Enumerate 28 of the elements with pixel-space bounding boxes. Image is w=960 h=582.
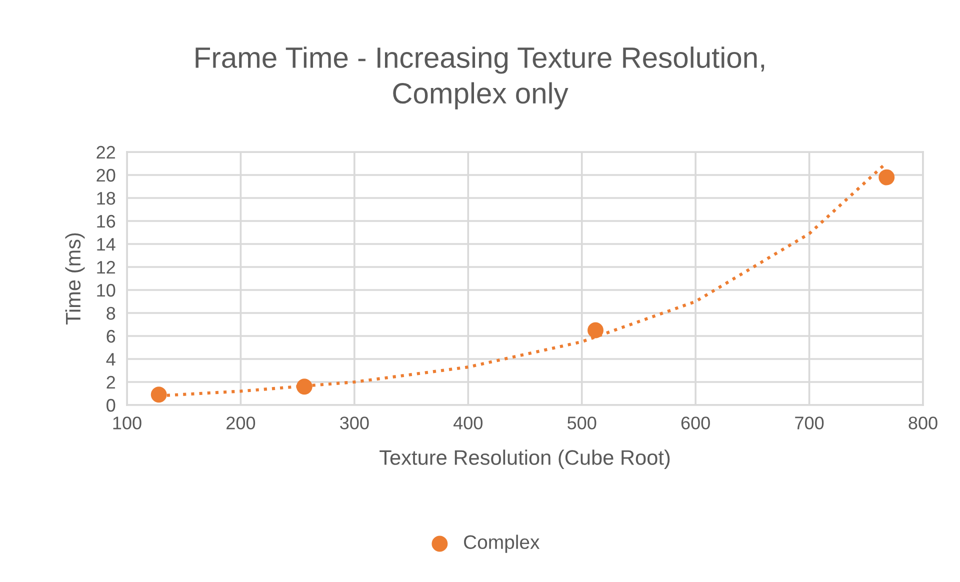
- x-tick-label: 400: [453, 416, 482, 430]
- legend-label: Complex: [464, 534, 540, 553]
- y-tick-label: 20: [96, 168, 116, 182]
- y-tick-label: 0: [106, 398, 116, 412]
- point: [150, 386, 167, 403]
- y-tick-label: 2: [106, 376, 115, 389]
- y-tick-label: 6: [106, 330, 116, 343]
- x-tick-label: 700: [795, 416, 824, 430]
- y-tick-label: 16: [97, 214, 116, 228]
- y-tick-label: 8: [106, 306, 116, 320]
- y-tick-label: 4: [106, 353, 116, 366]
- y-tick-label: 22: [96, 146, 115, 159]
- x-tick-label: 100: [113, 416, 142, 430]
- point: [878, 169, 895, 186]
- x-tick-label: 500: [568, 416, 596, 430]
- x-axis-title: Texture Resolution (Cube Root): [380, 450, 670, 470]
- point: [296, 378, 312, 395]
- y-tick-label: 12: [97, 260, 115, 274]
- y-tick-label: 18: [97, 192, 116, 205]
- y-tick-label: 10: [97, 284, 116, 297]
- x-tick-label: 800: [908, 416, 938, 430]
- chart-title: Frame Time - Increasing Texture Resolution, Complex only: [196, 46, 764, 110]
- x-tick-label: 200: [226, 416, 256, 430]
- y-tick-label: 14: [97, 238, 116, 251]
- point: [588, 322, 604, 338]
- x-tick-label: 300: [340, 416, 369, 430]
- y-axis-title: Time (ms): [65, 233, 85, 325]
- x-tick-label: 600: [681, 416, 710, 430]
